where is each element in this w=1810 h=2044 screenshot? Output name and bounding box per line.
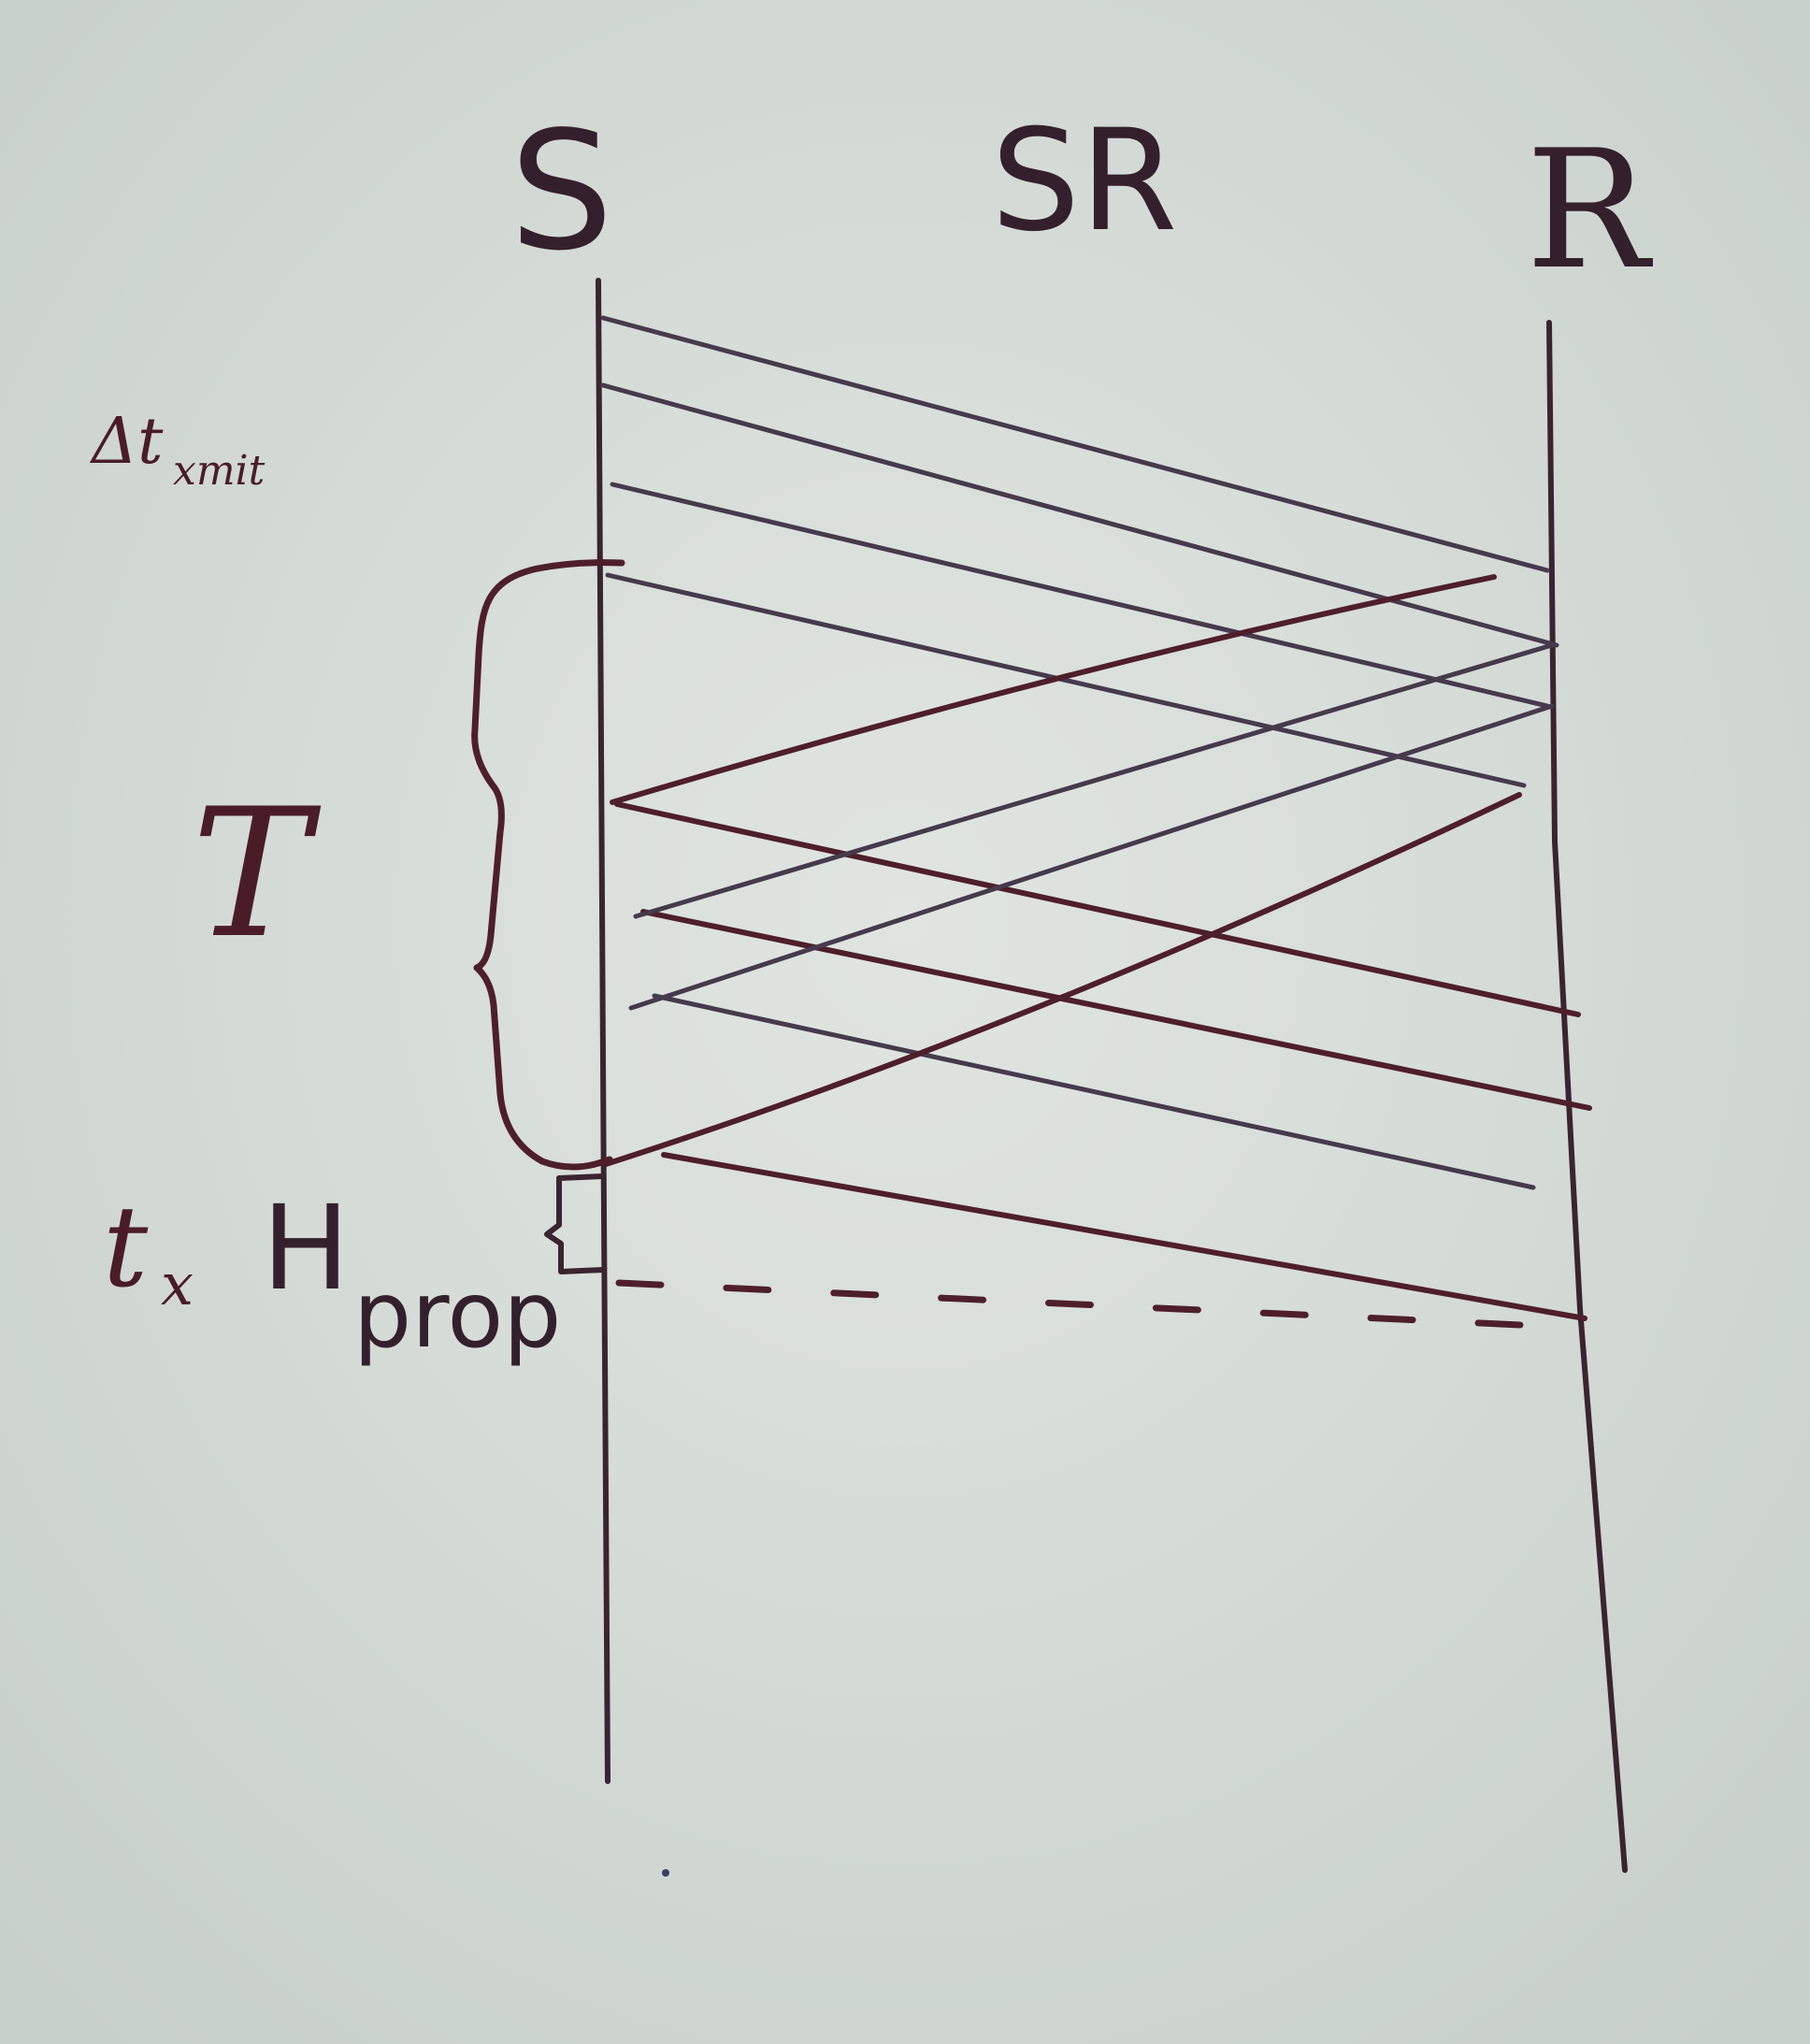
xmit-subscript: xmit: [173, 447, 266, 495]
ink-dot: [662, 1869, 669, 1877]
hprop-label-sub: prop: [353, 1262, 562, 1369]
tx-label-subscript: x: [161, 1250, 194, 1318]
node-label-sender: S: [510, 97, 613, 287]
tx-label-t: t: [103, 1183, 149, 1313]
delta-t-label: Δt: [89, 405, 164, 479]
node-label-receiver: R: [1526, 116, 1653, 306]
node-label-relay: SR: [991, 100, 1177, 263]
hprop-label-h: H: [262, 1181, 350, 1317]
window-label: T: [192, 770, 322, 977]
